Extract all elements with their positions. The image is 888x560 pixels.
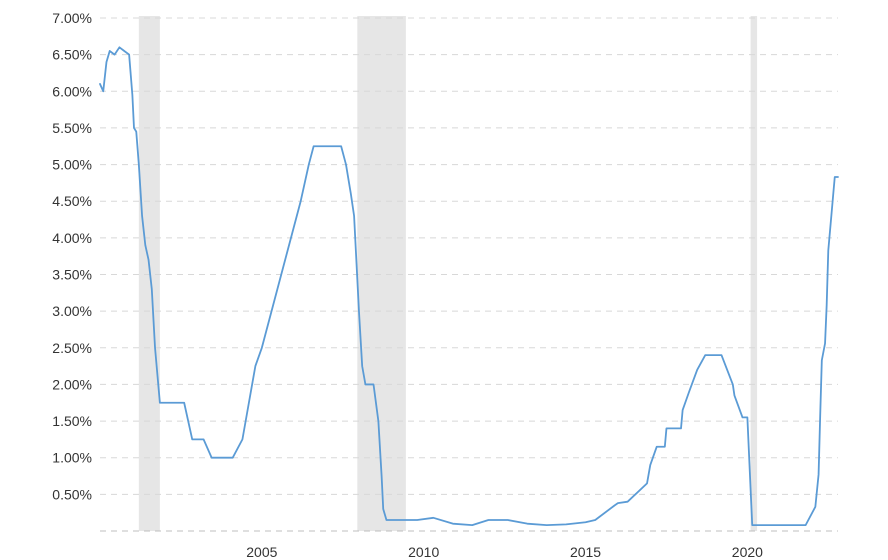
x-tick-label: 2010 (408, 544, 439, 560)
y-tick-label: 5.50% (52, 120, 92, 136)
recession-band-1 (357, 16, 406, 531)
y-tick-label: 3.00% (52, 303, 92, 319)
y-tick-label: 6.50% (52, 47, 92, 63)
series-line-0 (99, 46, 839, 527)
recession-band-2 (750, 16, 758, 531)
y-tick-label: 1.00% (52, 450, 92, 466)
y-tick-label: 5.00% (52, 157, 92, 173)
y-tick-label: 4.50% (52, 193, 92, 209)
y-tick-label: 2.50% (52, 340, 92, 356)
x-tick-label: 2020 (732, 544, 763, 560)
y-tick-label: 6.00% (52, 83, 92, 99)
y-tick-label: 2.00% (52, 376, 92, 392)
y-tick-label: 7.00% (52, 10, 92, 26)
recession-shading-layer (138, 16, 758, 531)
x-axis-tick-labels: 2005 2010 2015 2020 (246, 544, 763, 560)
series-layer (99, 46, 839, 527)
x-tick-label: 2005 (246, 544, 277, 560)
y-tick-label: 3.50% (52, 267, 92, 283)
y-tick-label: 4.00% (52, 230, 92, 246)
x-tick-label: 2015 (570, 544, 601, 560)
y-tick-label: 0.50% (52, 486, 92, 502)
y-tick-label: 1.50% (52, 413, 92, 429)
y-axis-tick-labels: 7.00% 6.50% 6.00% 5.50% 5.00% 4.50% 4.00% 3.50%… (52, 10, 92, 502)
